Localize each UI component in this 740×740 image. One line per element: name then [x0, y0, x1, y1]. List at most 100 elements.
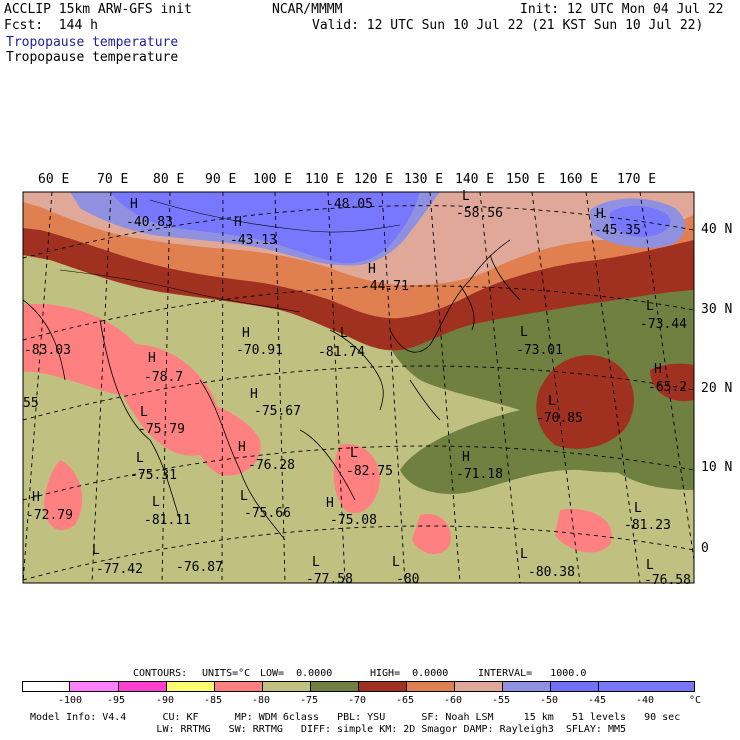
lon-label: 160 E — [559, 172, 599, 187]
physics-info-line: LW: RRTMG SW: RRTMG DIFF: simple KM: 2D … — [30, 724, 627, 735]
valid-time: Valid: 12 UTC Sun 10 Jul 22 (21 KST Sun … — [312, 18, 704, 33]
extremum-value: -75.66 — [244, 506, 291, 521]
colorbar-label: -45 — [588, 695, 607, 706]
map-frame — [22, 191, 695, 584]
colorbar-swatch — [455, 682, 503, 691]
colorbar-label: -85 — [204, 695, 223, 706]
extremum-value: -75.79 — [138, 422, 185, 437]
colorbar-label: -90 — [156, 695, 175, 706]
lat-label: 40 N — [701, 222, 733, 237]
extremum-value: -48.05 — [326, 197, 373, 212]
colorbar-label: -95 — [107, 695, 126, 706]
extremum-value: -40.83 — [126, 215, 173, 230]
extremum-value: -58.56 — [456, 206, 503, 221]
colorbar-swatch — [215, 682, 263, 691]
extremum-marker: L — [240, 489, 248, 504]
extremum-marker: L — [140, 405, 148, 420]
extremum-marker: L — [152, 495, 160, 510]
extremum-marker: L — [340, 326, 348, 341]
extremum-marker: H — [654, 362, 662, 377]
org-label: NCAR/MMMM — [272, 2, 343, 17]
extremum-marker: H — [326, 496, 334, 511]
lon-label: 140 E — [455, 172, 495, 187]
lon-label: 90 E — [205, 172, 237, 187]
extremum-marker: H — [130, 197, 138, 212]
colorbar-swatch — [311, 682, 359, 691]
extremum-value: -45.35 — [594, 223, 641, 238]
extremum-value: -72.79 — [26, 508, 73, 523]
lon-label: 130 E — [404, 172, 444, 187]
extremum-value: 55 — [23, 396, 39, 411]
extremum-value: -73.01 — [516, 343, 563, 358]
lon-label: 120 E — [354, 172, 394, 187]
extremum-value: -70.85 — [536, 411, 583, 426]
borders — [59, 199, 401, 313]
extremum-marker: H — [596, 207, 604, 222]
extremum-value: -75.08 — [330, 513, 377, 528]
colorbar-swatch — [551, 682, 599, 691]
colorbar-swatch — [407, 682, 455, 691]
init-time: Init: 12 UTC Mon 04 Jul 22 — [520, 2, 724, 17]
model-info-line: Model Info: V4.4 CU: KF MP: WDM 6class P… — [30, 712, 681, 723]
lon-label: 150 E — [506, 172, 546, 187]
high-label: HIGH= 0.0000 — [370, 668, 449, 679]
interval-label: INTERVAL= 1000.0 — [478, 668, 587, 679]
extremum-marker: H — [234, 215, 242, 230]
colorbar-label: -75 — [300, 695, 319, 706]
model-title: ACCLIP 15km ARW-GFS init — [4, 2, 192, 17]
extremum-value: -65.2 — [648, 380, 688, 395]
blue-core — [110, 192, 420, 264]
forecast-hour: Fcst: 144 h — [4, 18, 98, 33]
lat-label: 10 N — [701, 460, 733, 475]
units-label: UNITS=°C — [202, 668, 251, 679]
extremum-marker: L — [520, 547, 528, 562]
colorbar-swatch — [119, 682, 167, 691]
graticule — [23, 192, 694, 583]
extremum-value: -80.38 — [528, 565, 575, 580]
colorbar-swatch — [599, 682, 694, 691]
extremum-value: -76.87 — [176, 560, 223, 575]
extremum-value: -71.18 — [456, 467, 503, 482]
coastlines — [23, 239, 521, 541]
extremum-marker: L — [634, 501, 642, 516]
extremum-marker: L — [462, 189, 470, 204]
extremum-marker: H — [32, 490, 40, 505]
extremum-marker: H — [368, 262, 376, 277]
lon-label: 60 E — [38, 172, 70, 187]
field-title-1: Tropopause temperature — [6, 35, 179, 50]
extremum-value: -43.13 — [230, 233, 277, 248]
extremum-value: -77.58 — [306, 572, 353, 587]
extremum-marker: L — [312, 555, 320, 570]
colorbar — [22, 681, 695, 692]
extremum-marker: L — [392, 555, 400, 570]
lon-label: 110 E — [305, 172, 345, 187]
colorbar-label: -70 — [348, 695, 367, 706]
extremum-value: -83.03 — [24, 343, 71, 358]
extremum-marker: L — [92, 543, 100, 558]
colorbar-swatch — [70, 682, 119, 691]
colorbar-label: -40 — [636, 695, 655, 706]
extremum-value: -75.31 — [130, 468, 177, 483]
lon-label: 70 E — [97, 172, 129, 187]
extremum-marker: H — [242, 326, 250, 341]
extremum-value: -80 — [396, 572, 420, 587]
extremum-value: -76.28 — [248, 458, 295, 473]
field-title-2: Tropopause temperature — [6, 50, 179, 65]
extremum-marker: L — [350, 446, 358, 461]
extremum-marker: L — [520, 325, 528, 340]
extremum-value: -77.42 — [96, 562, 143, 577]
extremum-value: -81.23 — [624, 518, 671, 533]
colorbar-label: -60 — [444, 695, 463, 706]
extremum-value: -73.44 — [640, 317, 687, 332]
colorbar-unit: °C — [689, 695, 702, 706]
extremum-marker: L — [646, 558, 654, 573]
lat-label: 20 N — [701, 381, 733, 396]
extremum-marker: H — [148, 351, 156, 366]
colorbar-label: -55 — [492, 695, 511, 706]
extremum-value: -81.11 — [144, 513, 191, 528]
colorbar-swatch — [359, 682, 407, 691]
extremum-marker: L — [136, 451, 144, 466]
extremum-value: -76.58 — [644, 573, 691, 588]
extremum-marker: H — [250, 387, 258, 402]
